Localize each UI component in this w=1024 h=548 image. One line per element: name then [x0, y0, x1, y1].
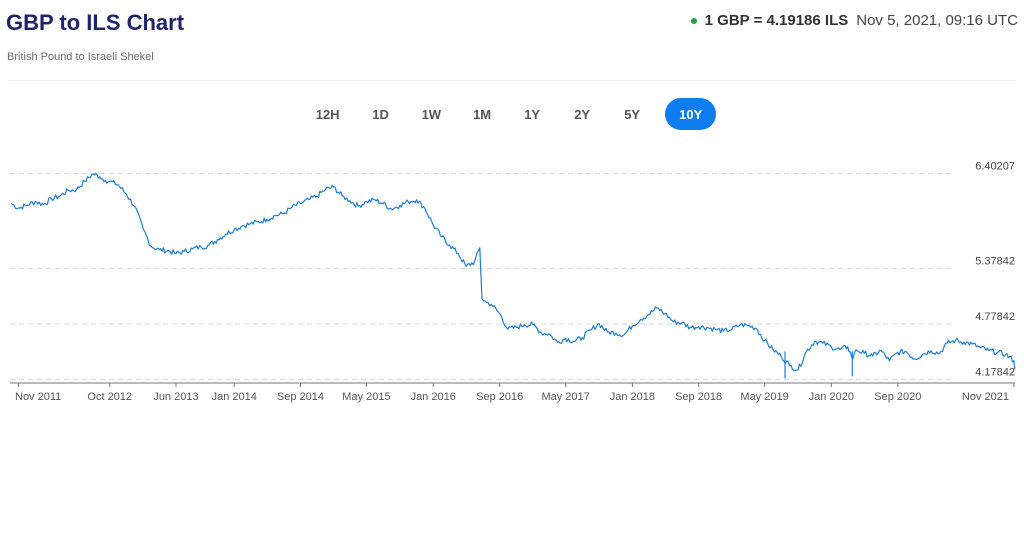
tab-5y[interactable]: 5Y: [615, 98, 649, 130]
x-tick-label: Jan 2018: [610, 391, 655, 403]
tab-12h[interactable]: 12H: [308, 98, 348, 130]
x-tick-label: Oct 2012: [87, 391, 132, 403]
header-divider: [8, 80, 1016, 81]
rate-value: 1 GBP = 4.19186 ILS: [704, 12, 849, 29]
x-tick-label: Jan 2020: [809, 391, 854, 403]
tab-1y[interactable]: 1Y: [515, 98, 549, 130]
x-tick-label: Jan 2016: [411, 391, 456, 403]
x-tick-label: May 2019: [740, 391, 788, 403]
tab-2y[interactable]: 2Y: [565, 98, 599, 130]
y-tick-label: 6.40207: [975, 161, 1015, 173]
y-tick-label: 4.17842: [975, 366, 1015, 378]
y-tick-label: 4.77842: [975, 311, 1015, 323]
tab-1w[interactable]: 1W: [414, 98, 450, 130]
page-subtitle: British Pound to Israeli Shekel: [7, 51, 154, 63]
x-tick-label: Sep 2014: [277, 391, 324, 403]
y-tick-label: 5.37842: [975, 255, 1015, 267]
x-tick-label: Sep 2018: [675, 391, 722, 403]
exchange-rate-chart[interactable]: 6.40207 5.37842 4.77842 4.17842 Nov 2011 Oct …: [0, 150, 1024, 410]
current-rate: 1 GBP = 4.19186 ILS Nov 5, 2021, 09:16 U…: [690, 12, 1018, 29]
x-tick-label: May 2017: [541, 391, 589, 403]
time-range-tabs: 12H 1D 1W 1M 1Y 2Y 5Y 10Y: [0, 98, 1024, 130]
x-tick-label: May 2015: [342, 391, 390, 403]
x-tick-label: Sep 2016: [476, 391, 523, 403]
page-title: GBP to ILS Chart: [6, 10, 185, 35]
tab-1m[interactable]: 1M: [465, 98, 499, 130]
rate-timestamp: Nov 5, 2021, 09:16 UTC: [856, 12, 1018, 29]
series-line[interactable]: [10, 172, 1016, 371]
x-tick-label: Jan 2014: [212, 391, 257, 403]
tab-10y[interactable]: 10Y: [665, 98, 717, 130]
live-indicator-icon: [690, 17, 697, 24]
x-tick-label: Nov 2011: [15, 391, 61, 403]
x-tick-label: Nov 2021: [962, 391, 1009, 403]
tab-1d[interactable]: 1D: [364, 98, 398, 130]
x-tick-label: Jun 2013: [153, 391, 198, 403]
x-tick-label: Sep 2020: [874, 391, 921, 403]
